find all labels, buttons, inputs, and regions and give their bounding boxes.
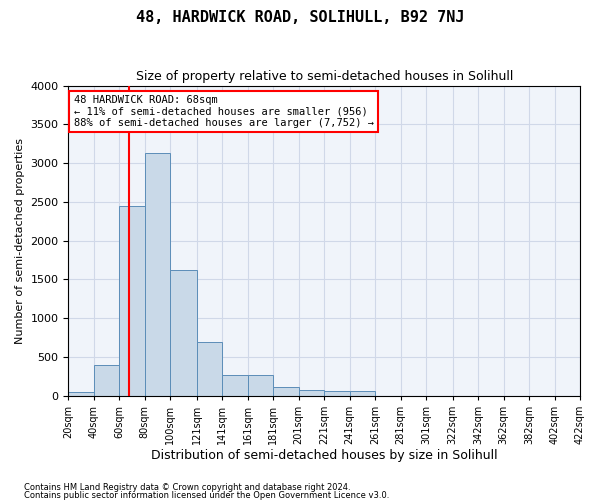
Bar: [119, 206, 145, 396]
Bar: [94, 364, 119, 396]
Text: Contains public sector information licensed under the Open Government Licence v3: Contains public sector information licen…: [24, 490, 389, 500]
Bar: [299, 390, 324, 396]
Title: Size of property relative to semi-detached houses in Solihull: Size of property relative to semi-detach…: [136, 70, 513, 83]
Bar: [350, 392, 375, 396]
Bar: [197, 342, 223, 396]
Bar: [324, 391, 350, 396]
Bar: [223, 374, 248, 396]
Bar: [170, 270, 197, 396]
Text: 48, HARDWICK ROAD, SOLIHULL, B92 7NJ: 48, HARDWICK ROAD, SOLIHULL, B92 7NJ: [136, 10, 464, 25]
Y-axis label: Number of semi-detached properties: Number of semi-detached properties: [15, 138, 25, 344]
Text: 48 HARDWICK ROAD: 68sqm
← 11% of semi-detached houses are smaller (956)
88% of s: 48 HARDWICK ROAD: 68sqm ← 11% of semi-de…: [74, 95, 374, 128]
Bar: [248, 374, 273, 396]
Text: Contains HM Land Registry data © Crown copyright and database right 2024.: Contains HM Land Registry data © Crown c…: [24, 484, 350, 492]
X-axis label: Distribution of semi-detached houses by size in Solihull: Distribution of semi-detached houses by …: [151, 450, 497, 462]
Bar: [145, 153, 170, 396]
Bar: [273, 386, 299, 396]
Bar: [68, 392, 94, 396]
